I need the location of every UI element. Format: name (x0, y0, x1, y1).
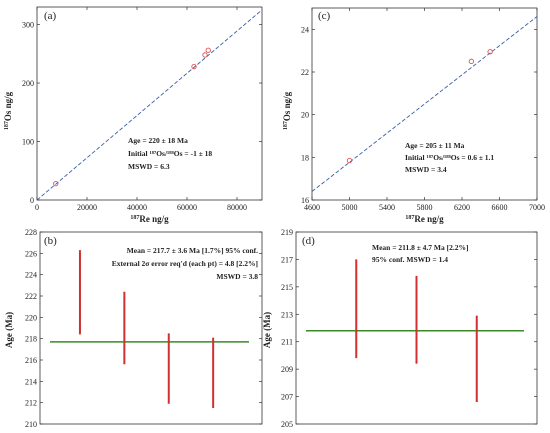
data-point (468, 58, 475, 64)
y-tick-label: 217 (281, 255, 293, 264)
x-axis-label: 187Re ng/g (405, 214, 444, 224)
plot-frame (295, 231, 538, 425)
x-tick-label: 0 (35, 203, 39, 212)
plot-frame (36, 6, 263, 201)
y-tick-label: 300 (22, 21, 34, 30)
y-tick-label: 18 (301, 153, 309, 162)
y-tick-label: 16 (301, 196, 309, 205)
y-axis-label-superscript: 187 (283, 121, 289, 130)
panel-label: (b) (44, 235, 57, 247)
stats-annotation: Age = 205 ± 11 Ma (405, 141, 465, 150)
stats-annotation: Mean = 211.8 ± 4.7 Ma [2.2%] (372, 243, 469, 252)
x-tick-label: 7000 (529, 203, 545, 212)
panel-b: 210 212 214 216 218 220 222 224 226 228 Age (Ma) (b… (4, 228, 263, 429)
stats-annotation: MSWD = 3.8 (216, 272, 258, 281)
x-tick-label: 80000 (227, 203, 247, 212)
y-tick-label: 219 (281, 228, 293, 237)
y-tick-label: 220 (25, 313, 37, 322)
isochron-fit-line (311, 16, 538, 192)
data-point (346, 157, 353, 164)
x-axis-label: 187Re ng/g (130, 214, 169, 224)
x-tick-label: 4600 (304, 203, 320, 212)
x-tick-label: 5400 (379, 203, 395, 212)
y-tick-label: 22 (301, 68, 309, 77)
x-tick-label: 60000 (177, 203, 197, 212)
x-tick-label: 6200 (454, 203, 470, 212)
x-tick-label: 5800 (417, 203, 433, 212)
y-tick-label: 211 (281, 338, 293, 347)
y-tick-label: 100 (22, 138, 34, 147)
y-tick-label: 24 (301, 25, 309, 34)
y-tick-label: 207 (281, 393, 293, 402)
y-tick-label: 0 (30, 196, 34, 205)
y-tick-label: 213 (281, 310, 293, 319)
stats-annotation: Mean = 217.7 ± 3.6 Ma [1.7%] 95% conf. (127, 246, 258, 255)
y-axis-label-text: Os ng/g (3, 91, 13, 121)
y-axis-label: 187Os ng/g (3, 91, 13, 130)
y-tick-label: 205 (281, 420, 293, 429)
y-axis-label: Age (Ma) (262, 312, 272, 348)
data-point (53, 180, 59, 187)
x-axis-label-superscript: 187 (130, 215, 139, 221)
y-tick-label: 215 (281, 283, 293, 292)
panel-label: (d) (302, 235, 315, 247)
data-point (205, 47, 211, 53)
x-axis-label-text: Re ng/g (139, 214, 169, 224)
y-tick-label: 222 (25, 292, 37, 301)
panel-d: 205 207 209 211 213 215 217 219 Age (Ma) (d) Mean … (262, 228, 538, 429)
y-tick-label: 228 (25, 228, 37, 237)
y-tick-label: 216 (25, 356, 37, 365)
y-axis-label: 187Os ng/g (282, 91, 292, 130)
stats-annotation: Initial ¹⁸⁷Os/¹⁸⁸Os = -1 ± 18 (128, 149, 212, 158)
y-axis-label-text: Os ng/g (282, 91, 292, 121)
panel-label: (a) (44, 10, 57, 22)
y-tick-label: 214 (25, 377, 37, 386)
y-tick-label: 224 (25, 271, 37, 280)
y-tick-label: 212 (25, 399, 37, 408)
isochron-fit-line (36, 9, 263, 201)
panel-label: (c) (318, 10, 331, 22)
y-tick-label: 200 (22, 79, 34, 88)
x-tick-label: 6600 (492, 203, 508, 212)
stats-annotation: External 2σ error req'd (each pt) = 4.8 … (112, 259, 258, 268)
x-axis-label-text: Re ng/g (414, 214, 444, 224)
data-point (191, 64, 197, 70)
y-tick-label: 218 (25, 335, 37, 344)
y-tick-label: 209 (281, 365, 293, 374)
y-axis-label: Age (Ma) (4, 312, 14, 348)
plot-frame (39, 231, 263, 425)
x-tick-label: 20000 (77, 203, 97, 212)
y-tick-label: 226 (25, 249, 37, 258)
y-tick-label: 20 (301, 111, 309, 120)
x-axis-label-superscript: 187 (405, 215, 414, 221)
stats-annotation: 95% conf. MSWD = 1.4 (372, 255, 448, 264)
x-tick-label: 40000 (127, 203, 147, 212)
stats-annotation: Initial ¹⁸⁷Os/¹⁸⁸Os = 0.6 ± 1.1 (405, 153, 494, 162)
data-point (202, 52, 208, 58)
y-tick-label: 210 (25, 420, 37, 429)
stats-annotation: Age = 220 ± 18 Ma (128, 136, 188, 145)
stats-annotation: MSWD = 6.3 (128, 162, 170, 171)
y-axis-label-superscript: 187 (4, 121, 10, 130)
data-point (487, 49, 493, 55)
x-tick-label: 5000 (342, 203, 358, 212)
stats-annotation: MSWD = 3.4 (405, 165, 447, 174)
